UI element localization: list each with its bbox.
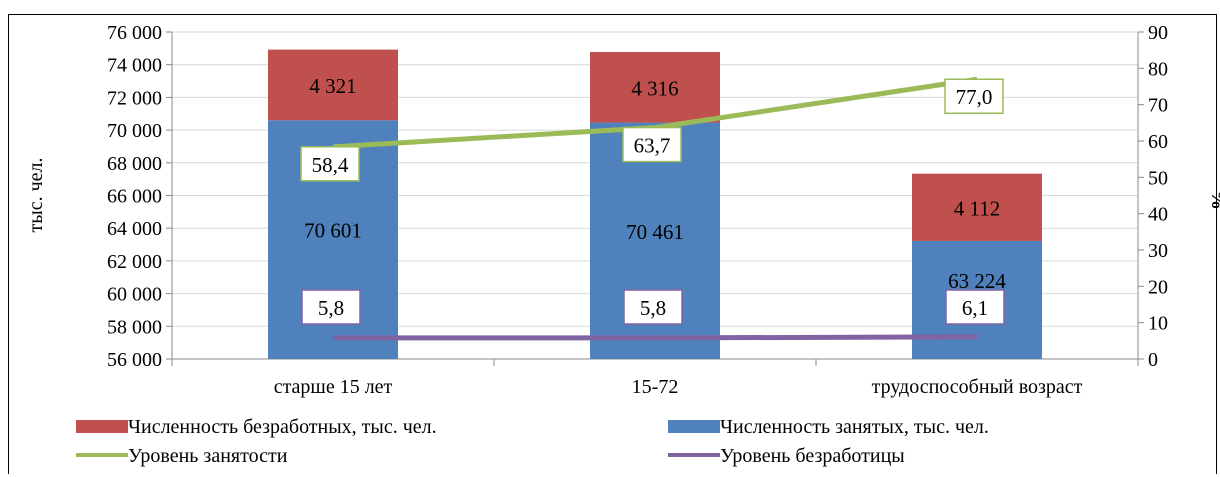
bar-unemployed [268,49,398,121]
y-tick-label: 60 000 [107,284,162,306]
employment-rate-label-box [622,126,682,163]
legend-label: Уровень безработицы [720,445,905,467]
bar-unemployed-label: 4 316 [631,76,678,100]
chart-frame [8,14,1217,474]
employment-rate-label: 58,4 [312,153,349,177]
y-tick-label: 64 000 [107,218,162,240]
y2-tick-label: 20 [1148,276,1168,298]
y-tick-label: 72 000 [107,87,162,109]
y-tick-label: 58 000 [107,316,162,338]
unemployment-rate-label: 5,8 [318,296,344,320]
category-label: 15-72 [632,376,679,398]
unemployment-rate-label: 6,1 [962,296,988,320]
bar-employed-label: 70 601 [304,219,362,243]
y-tick-label: 76 000 [107,22,162,44]
unemployment-rate-label-box [945,289,1005,325]
bar-unemployed [590,51,720,123]
y2-axis-title: % [1207,190,1220,210]
category-label: трудоспособный возраст [872,376,1083,398]
bar-employed-label: 70 461 [626,220,684,244]
y2-tick-label: 70 [1148,95,1168,117]
y2-tick-label: 90 [1148,22,1168,44]
employment-rate-label: 63,7 [634,134,671,158]
unemployment-rate-label-box [623,289,683,325]
y2-tick-label: 50 [1148,167,1168,189]
y2-tick-label: 60 [1148,131,1168,153]
y-tick-label: 70 000 [107,120,162,142]
y-tick-label: 56 000 [107,349,162,371]
category-label: старше 15 лет [274,376,393,398]
employment-rate-label: 77,0 [956,85,993,109]
bar-employed-label: 63 224 [948,269,1006,293]
y2-tick-label: 80 [1148,58,1168,80]
y-tick-label: 68 000 [107,153,162,175]
legend-label: Численность безработных, тыс. чел. [128,416,437,438]
bar-unemployed [912,173,1042,241]
employment-rate-label-box [944,78,1004,114]
legend-swatch [76,420,128,433]
employment-rate-label-box [300,146,360,182]
legend-label: Численность занятых, тыс. чел. [720,416,989,438]
y2-tick-label: 40 [1148,204,1168,226]
y2-tick-label: 30 [1148,240,1168,262]
unemployment-rate-label: 5,8 [640,296,666,320]
y2-tick-label: 0 [1148,349,1158,371]
legend-swatch [668,420,720,433]
y2-tick-label: 10 [1148,313,1168,335]
y-tick-label: 74 000 [107,55,162,77]
bar-unemployed-label: 4 321 [309,74,356,98]
unemployment-rate-line [333,334,978,341]
y-axis-title: тыс. чел. [25,158,47,233]
unemployment-rate-label-box [301,289,361,325]
y-tick-label: 62 000 [107,251,162,273]
legend-label: Уровень занятости [128,445,288,467]
y-tick-label: 66 000 [107,186,162,208]
bar-unemployed-label: 4 112 [954,196,1000,220]
